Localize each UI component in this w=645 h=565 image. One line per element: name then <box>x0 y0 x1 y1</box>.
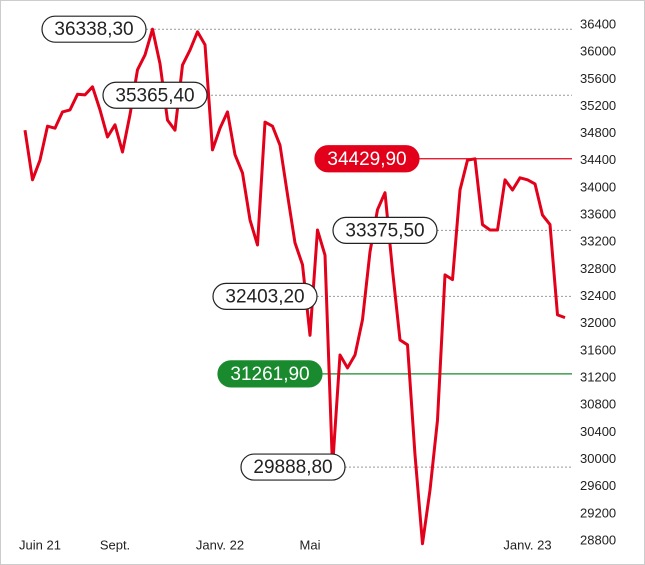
annotation-label: 34429,90 <box>327 149 406 170</box>
y-tick-label: 35600 <box>580 71 616 86</box>
y-tick-label: 31600 <box>580 342 616 357</box>
annotation-label: 32403,20 <box>225 286 304 307</box>
annotation-label: 35365,40 <box>115 85 194 106</box>
y-tick-label: 29600 <box>580 478 616 493</box>
annotation-box <box>314 145 420 173</box>
y-tick-label: 31200 <box>580 369 616 384</box>
annotation-box <box>102 81 208 109</box>
x-tick-label: Mai <box>300 537 321 552</box>
y-tick-label: 34800 <box>580 125 616 140</box>
y-tick-label: 34400 <box>580 152 616 167</box>
x-tick-label: Juin 21 <box>19 537 61 552</box>
annotation-box <box>217 360 323 388</box>
y-tick-label: 30000 <box>580 451 616 466</box>
y-tick-label: 32400 <box>580 288 616 303</box>
y-tick-label: 32800 <box>580 261 616 276</box>
annotation-label: 31261,90 <box>230 364 309 385</box>
x-tick-label: Janv. 22 <box>196 537 244 552</box>
annotation-label: 29888,80 <box>253 457 332 478</box>
y-tick-label: 35200 <box>580 98 616 113</box>
x-tick-label: Sept. <box>100 537 130 552</box>
y-tick-label: 36400 <box>580 16 616 31</box>
annotation-box <box>41 15 147 43</box>
y-tick-label: 33200 <box>580 234 616 249</box>
annotation-box <box>240 453 346 481</box>
y-tick-label: 34000 <box>580 179 616 194</box>
y-tick-label: 28800 <box>580 532 616 547</box>
annotation-label: 36338,30 <box>54 19 133 40</box>
y-tick-label: 36000 <box>580 44 616 59</box>
y-tick-label: 33600 <box>580 207 616 222</box>
y-tick-label: 29200 <box>580 505 616 520</box>
y-tick-label: 32000 <box>580 315 616 330</box>
annotation-box <box>212 282 318 310</box>
x-tick-label: Janv. 23 <box>503 537 551 552</box>
y-tick-label: 30400 <box>580 424 616 439</box>
annotation-box <box>332 216 438 244</box>
y-tick-label: 30800 <box>580 397 616 412</box>
data-line <box>23 27 566 546</box>
annotation-label: 33375,50 <box>345 220 424 241</box>
